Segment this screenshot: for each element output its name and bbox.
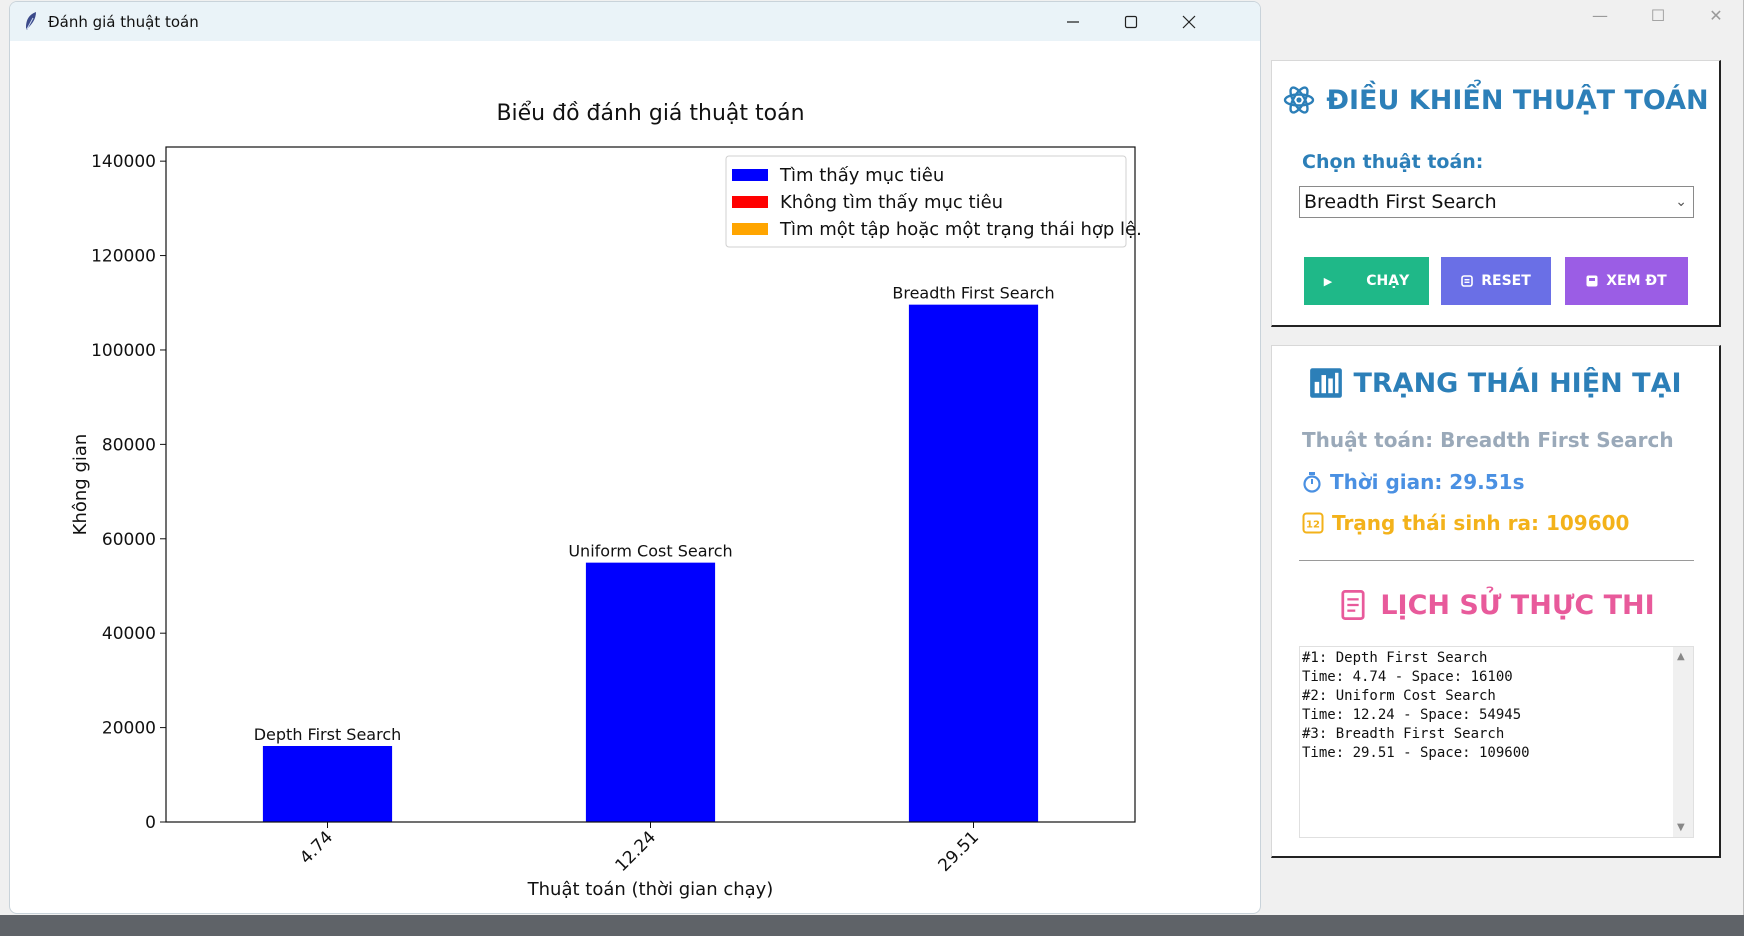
y-tick-label: 140000 [91, 152, 156, 172]
graph-icon [1586, 275, 1598, 287]
stopwatch-icon [1303, 472, 1321, 493]
divider [1299, 560, 1694, 561]
elapsed-time: Thời gian: 29.51s [1302, 470, 1524, 494]
history-log[interactable]: #1: Depth First Search Time: 4.74 - Spac… [1299, 646, 1694, 838]
algorithm-control-panel: ĐIỀU KHIỂN THUẬT TOÁN Chọn thuật toán: B… [1271, 60, 1721, 327]
maximize-icon [1124, 15, 1138, 28]
history-title: LỊCH SỬ THỰC THI [1380, 589, 1655, 621]
y-tick-label: 20000 [102, 719, 156, 739]
y-tick-label: 100000 [91, 341, 156, 361]
svg-text:12: 12 [1306, 520, 1320, 531]
bar [908, 304, 1039, 822]
chevron-down-icon[interactable]: ⌄ [1675, 194, 1687, 210]
main-minimize-button[interactable]: — [1592, 6, 1608, 25]
status-panel: TRẠNG THÁI HIỆN TẠI Thuật toán: Breadth … [1271, 345, 1721, 858]
y-axis-label: Không gian [70, 434, 91, 536]
run-button-label: CHẠY [1366, 273, 1410, 289]
x-axis-label: Thuật toán (thời gian chạy) [527, 879, 774, 900]
play-icon: ▶ [1323, 274, 1333, 288]
view-graph-button-label: XEM ĐT [1606, 273, 1667, 289]
x-tick-label: 4.74 [296, 827, 337, 868]
chart-window: Đánh giá thuật toán Biểu đồ đánh giá thu… [9, 1, 1261, 914]
bar-chart-icon [1310, 368, 1343, 398]
chart-window-title: Đánh giá thuật toán [48, 13, 199, 31]
chart-close-button[interactable] [1160, 2, 1218, 41]
y-tick-label: 60000 [102, 530, 156, 550]
bar [262, 746, 393, 822]
bar [585, 562, 716, 822]
status-panel-title: TRẠNG THÁI HIỆN TẠI [1353, 367, 1682, 399]
close-icon [1182, 15, 1196, 28]
history-scrollbar[interactable]: ▲ ▼ [1673, 647, 1693, 837]
minimize-icon [1067, 20, 1079, 23]
legend-label: Tìm thấy mục tiêu [779, 165, 944, 186]
y-tick-label: 80000 [102, 435, 156, 455]
y-tick-label: 40000 [102, 624, 156, 644]
chart-maximize-button[interactable] [1102, 2, 1160, 41]
bar-label: Uniform Cost Search [568, 542, 732, 561]
main-close-button[interactable]: ✕ [1709, 6, 1723, 25]
current-algorithm: Thuật toán: Breadth First Search [1302, 428, 1674, 452]
legend-swatch [732, 196, 768, 208]
reset-button-label: RESET [1481, 273, 1531, 289]
legend-label: Không tìm thấy mục tiêu [780, 192, 1003, 213]
reset-button[interactable]: RESET [1441, 257, 1551, 305]
algorithm-select[interactable]: Breadth First Search ⌄ [1299, 186, 1694, 218]
main-window-titlebar: — ☐ ✕ [0, 0, 1743, 36]
view-graph-button[interactable]: XEM ĐT [1565, 257, 1688, 305]
chart-title: Biểu đồ đánh giá thuật toán [496, 101, 804, 126]
x-tick-label: 29.51 [934, 827, 983, 876]
scroll-down-icon[interactable]: ▼ [1677, 822, 1685, 833]
elapsed-time-text: Thời gian: 29.51s [1330, 470, 1525, 494]
x-tick-label: 12.24 [611, 827, 660, 876]
control-panel-heading: ĐIỀU KHIỂN THUẬT TOÁN [1272, 83, 1719, 117]
y-tick-label: 0 [145, 813, 156, 833]
history-heading: LỊCH SỬ THỰC THI [1272, 588, 1719, 622]
legend-swatch [732, 223, 768, 235]
y-tick-label: 120000 [91, 247, 156, 267]
status-panel-heading: TRẠNG THÁI HIỆN TẠI [1272, 366, 1719, 400]
history-log-text: #1: Depth First Search Time: 4.74 - Spac… [1302, 650, 1530, 761]
generated-states-text: Trạng thái sinh ra: 109600 [1332, 511, 1630, 535]
algorithm-select-label: Chọn thuật toán: [1302, 151, 1484, 173]
legend-label: Tìm một tập hoặc một trạng thái hợp lệ. [779, 219, 1142, 240]
feather-icon [26, 12, 36, 30]
legend-swatch [732, 169, 768, 181]
generated-states: 12 Trạng thái sinh ra: 109600 [1302, 511, 1629, 535]
bar-label: Depth First Search [254, 725, 402, 744]
bar-label: Breadth First Search [892, 284, 1054, 303]
legend-box [725, 155, 1127, 248]
control-panel-title: ĐIỀU KHIỂN THUẬT TOÁN [1326, 84, 1709, 116]
chart-minimize-button[interactable] [1044, 2, 1102, 41]
chart-window-titlebar[interactable]: Đánh giá thuật toán [10, 2, 1260, 41]
plot-frame [165, 146, 1136, 823]
scroll-up-icon[interactable]: ▲ [1677, 651, 1685, 662]
bar-chart: Biểu đồ đánh giá thuật toán Depth First S… [70, 101, 1142, 900]
reset-icon [1461, 275, 1474, 287]
main-maximize-button[interactable]: ☐ [1650, 6, 1666, 25]
algorithm-select-value: Breadth First Search [1304, 191, 1497, 213]
atom-icon [1284, 86, 1315, 114]
scroll-icon [1341, 590, 1365, 620]
run-button[interactable]: ▶ CHẠY [1304, 257, 1429, 305]
counter-icon: 12 [1302, 512, 1324, 534]
